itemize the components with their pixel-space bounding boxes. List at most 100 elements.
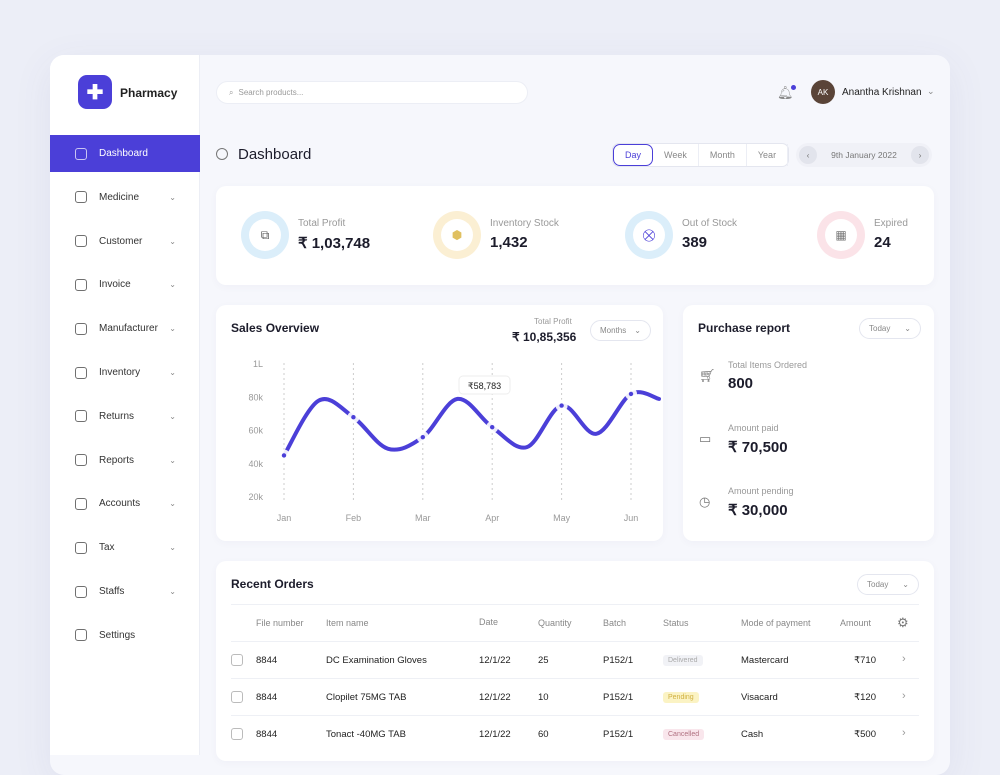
chevron-right-icon[interactable]: › (902, 690, 906, 702)
gear-icon[interactable]: ⚙︎ (897, 615, 909, 630)
sidebar-item-returns[interactable]: Returns ⌄ (50, 398, 200, 435)
x-tick-label: Mar (415, 513, 431, 523)
cart-off-icon: ⛒ (633, 219, 665, 251)
tooltip (458, 375, 511, 395)
chevron-down-icon: ⌄ (169, 499, 176, 509)
sales-overview-card (216, 305, 663, 541)
stat-value: 389 (682, 234, 708, 251)
date-picker: ‹ 9th January 2022 › (796, 143, 932, 167)
calendar-clock-icon: ◷ (699, 494, 711, 509)
purchase-title: Purchase report (698, 321, 791, 335)
purchase-filter-dropdown[interactable]: Today ⌄ (859, 318, 921, 339)
column-header[interactable]: File number (256, 618, 304, 628)
box-icon: ⬢ (441, 219, 473, 251)
search-icon: ⌕ (229, 87, 234, 97)
stat-label: Total Profit (298, 218, 346, 229)
document-icon (75, 278, 87, 291)
data-point[interactable] (559, 403, 564, 408)
next-date-button[interactable]: › (910, 146, 929, 164)
chevron-down-icon: ⌄ (169, 587, 176, 596)
cell-amount: ₹120 (854, 692, 876, 703)
stat-label: Expired (874, 218, 908, 229)
orders-filter-dropdown[interactable]: Today ⌄ (857, 574, 919, 595)
data-point[interactable] (351, 415, 356, 420)
sidebar-item-invoice[interactable]: Invoice ⌄ (50, 266, 200, 303)
page-title: Dashboard (238, 146, 312, 163)
search-input[interactable]: ⌕ Search products... (216, 81, 528, 104)
cell-amount: ₹500 (854, 729, 876, 740)
y-tick-label: 20k (248, 492, 263, 502)
cell-qty: 25 (538, 655, 549, 666)
months-dropdown[interactable]: Months ⌄ (590, 320, 651, 341)
sidebar-item-inventory[interactable]: Inventory ⌄ (50, 354, 200, 391)
tab-day[interactable]: Day (613, 144, 654, 166)
cell-file: 8844 (256, 729, 278, 740)
tooltip-value: ₹58,783 (468, 381, 501, 391)
row-checkbox[interactable] (231, 691, 243, 703)
cell-date: 12/1/22 (479, 692, 511, 703)
money-icon: ⧉ (249, 219, 281, 251)
stat-label: Out of Stock (682, 218, 738, 229)
return-icon (75, 410, 87, 423)
sidebar-item-medicine[interactable]: Medicine ⌄ (50, 179, 200, 216)
column-header[interactable]: Item name (326, 618, 369, 628)
sidebar-item-tax[interactable]: Tax ⌄ (50, 529, 200, 566)
cell-item: Clopilet 75MG TAB (326, 692, 407, 703)
chevron-down-icon[interactable]: ⌄ (927, 86, 935, 96)
avatar[interactable]: AK (811, 80, 835, 104)
data-point[interactable] (281, 453, 287, 458)
chevron-down-icon: ⌄ (169, 280, 176, 290)
purchase-label: Amount pending (728, 486, 794, 496)
warehouse-icon (75, 366, 87, 379)
purchase-label: Total Items Ordered (728, 360, 808, 370)
sidebar-item-accounts[interactable]: Accounts ⌄ (50, 485, 200, 522)
sidebar-item-reports[interactable]: Reports ⌄ (50, 442, 200, 479)
factory-icon (75, 322, 87, 335)
prev-date-button[interactable]: ‹ (799, 146, 817, 164)
y-tick-label: 40k (248, 459, 263, 469)
row-checkbox[interactable] (231, 728, 243, 740)
recent-orders-card (216, 561, 934, 761)
row-checkbox[interactable] (231, 654, 243, 666)
stat-label: Inventory Stock (490, 218, 559, 229)
tab-week[interactable]: Week (653, 144, 699, 166)
chevron-down-icon: ⌄ (169, 543, 176, 553)
cell-date: 12/1/22 (479, 655, 511, 666)
x-tick-label: Jan (277, 513, 292, 523)
cell-item: Tonact -40MG TAB (326, 729, 406, 740)
stats-card (216, 186, 934, 285)
column-header[interactable]: Mode of payment (741, 618, 811, 628)
cart-icon: 🛒︎ (699, 368, 716, 383)
data-point[interactable] (420, 434, 425, 440)
tab-month[interactable]: Month (699, 144, 747, 166)
column-header[interactable]: Quantity (538, 618, 572, 628)
data-point[interactable] (628, 391, 634, 397)
purchase-value: ₹ 30,000 (728, 502, 788, 519)
user-icon (75, 235, 87, 248)
column-header[interactable]: Date (479, 617, 499, 627)
sales-title: Sales Overview (231, 321, 320, 335)
sidebar-item-customer[interactable]: Customer ⌄ (50, 223, 200, 260)
sidebar-item-dashboard[interactable]: Dashboard (50, 135, 200, 172)
y-tick-label: 1L (253, 359, 263, 369)
calendar-off-icon: ▦ (825, 219, 857, 251)
sales-profit-value: ₹ 10,85,356 (512, 330, 577, 344)
chevron-right-icon[interactable]: › (902, 653, 906, 665)
column-header[interactable]: Amount (840, 618, 872, 628)
x-tick-label: Apr (485, 513, 499, 523)
column-header[interactable]: Batch (603, 618, 627, 628)
sidebar-item-manufacturer[interactable]: Manufacturer ⌄ (50, 310, 200, 347)
sidebar-item-settings[interactable]: Settings (50, 617, 200, 654)
data-point[interactable] (490, 424, 495, 430)
column-header[interactable]: Status (663, 618, 689, 628)
bell-icon[interactable]: 🔔︎ (777, 85, 796, 100)
sidebar-item-staffs[interactable]: Staffs ⌄ (50, 573, 200, 610)
user-name[interactable]: Anantha Krishnan (842, 87, 922, 98)
chevron-down-icon: ⌄ (169, 455, 176, 465)
tab-year[interactable]: Year (747, 144, 789, 166)
chevron-right-icon[interactable]: › (902, 727, 906, 739)
cell-batch: P152/1 (603, 729, 634, 740)
pill-bottle-icon (75, 191, 87, 204)
y-tick-label: 80k (248, 392, 263, 402)
cell-payment: Cash (741, 729, 764, 740)
